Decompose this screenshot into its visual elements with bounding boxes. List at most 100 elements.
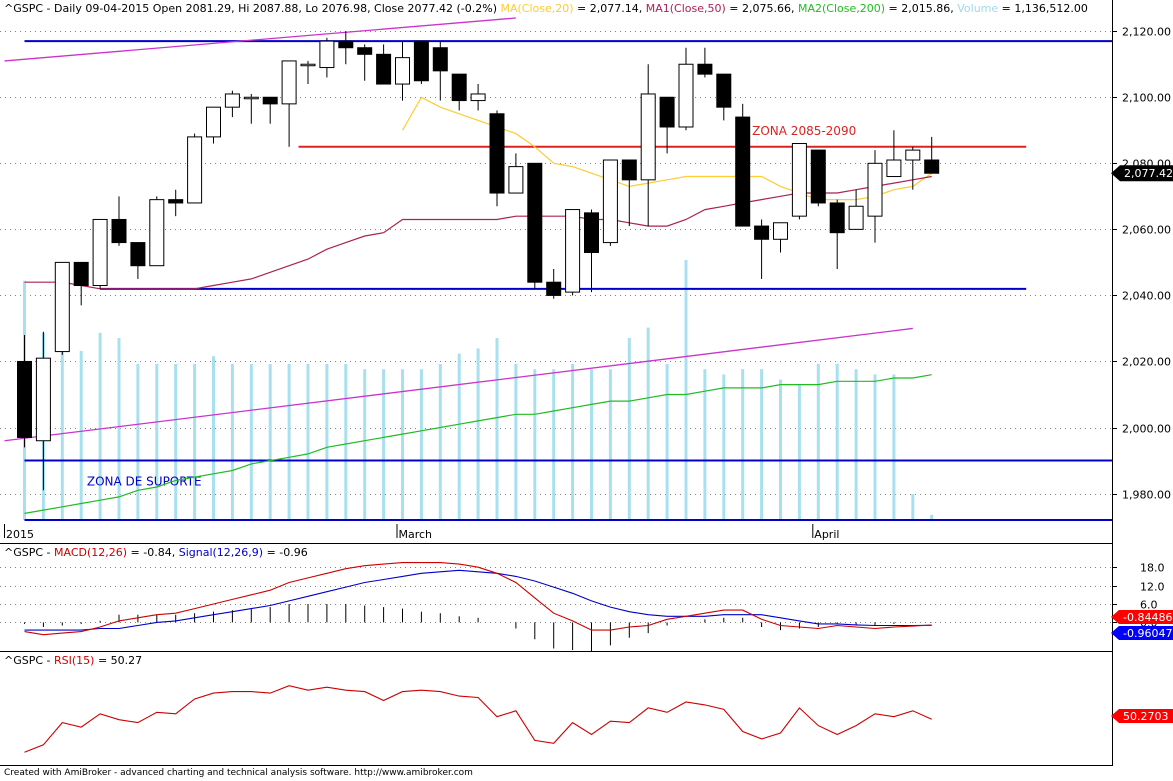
candle-body	[886, 159, 902, 178]
volume-bar	[438, 364, 442, 520]
candle-body	[395, 57, 410, 85]
candle-body	[262, 96, 278, 105]
volume-bar	[703, 369, 707, 520]
price-tick-label: 2,120.00	[1122, 26, 1171, 39]
candle-body	[149, 199, 165, 267]
rsi-header-prefix: ^GSPC -	[4, 654, 54, 667]
rsi-value-label: 50.2703	[1123, 710, 1169, 723]
candle-body	[867, 162, 883, 217]
candle-body	[413, 40, 429, 82]
macd-value-label: -0.84486	[1123, 611, 1172, 624]
ma20-value: = 2,077.14,	[573, 2, 646, 15]
candle-body	[376, 53, 392, 85]
candle-body	[678, 63, 694, 128]
candle-body	[754, 225, 770, 240]
macd-value: = -0.84,	[127, 546, 179, 559]
candle-body	[338, 40, 354, 49]
signal-value: = -0.96	[263, 546, 308, 559]
volume-bar	[797, 384, 801, 520]
volume-bar	[60, 332, 64, 520]
price-tick-label: 2,040.00	[1122, 290, 1171, 303]
candle-body	[168, 199, 184, 204]
rsi-value-tag	[1111, 709, 1173, 723]
zona-suporte-label: ZONA DE SUPORTE	[87, 475, 202, 489]
last-price-tag	[1111, 165, 1173, 182]
candle-body	[54, 261, 70, 353]
volume-bar	[344, 364, 348, 520]
volume-bar	[117, 338, 121, 520]
candle-body	[451, 73, 467, 102]
volume-bar	[760, 369, 764, 520]
signal-label: Signal(12,26,9)	[178, 546, 264, 559]
signal-value-tag	[1111, 626, 1173, 640]
volume-bar	[287, 364, 291, 520]
candle-body	[640, 93, 656, 181]
volume-bar	[495, 338, 499, 520]
channel-trendline	[4, 17, 516, 62]
volume-bar	[835, 364, 839, 520]
macd-tick-label: 12.0	[1140, 581, 1165, 594]
macd-value-tag	[1111, 610, 1173, 624]
volume-bar	[854, 369, 858, 520]
macd-header-prefix: ^GSPC -	[4, 546, 54, 559]
volume-bar	[665, 364, 669, 520]
candle-body	[659, 96, 675, 128]
volume-bar	[476, 348, 480, 520]
volume-bar	[193, 364, 197, 520]
volume-bar	[552, 369, 556, 520]
volume-bar	[627, 338, 631, 520]
volume-bar	[741, 369, 745, 520]
volume-label: Volume	[957, 2, 999, 15]
volume-bar	[401, 369, 404, 520]
rsi-label: RSI(15)	[54, 654, 95, 667]
candle-body	[546, 281, 562, 296]
candle-body	[130, 242, 146, 267]
price-header: ^GSPC - Daily 09-04-2015 Open 2081.29, H…	[4, 2, 1088, 15]
candle-body	[697, 63, 713, 75]
zona-resistencia-label: ZONA 2085-2090	[752, 124, 856, 138]
volume-bar	[590, 369, 593, 520]
candle-body	[243, 96, 259, 100]
volume-bar	[457, 353, 461, 520]
candle-body	[810, 149, 826, 204]
candle-body	[187, 136, 203, 204]
x-axis-label: 2015	[6, 528, 34, 541]
ma200-label: MA2(Close,200)	[798, 2, 886, 15]
ma50-value: = 2,075.66,	[725, 2, 798, 15]
volume-bar	[684, 260, 688, 520]
volume-bar	[325, 364, 329, 520]
price-tick-label: 1,980.00	[1122, 489, 1171, 502]
volume-bar	[230, 364, 234, 520]
volume-bar	[98, 332, 102, 520]
footer-credit: Created with AmiBroker - advanced charti…	[4, 768, 473, 778]
candle-body	[905, 149, 921, 161]
volume-bar	[873, 374, 877, 520]
macd-tick-label: 6.0	[1140, 599, 1158, 612]
price-tick-label: 2,100.00	[1122, 92, 1171, 105]
candle-body	[111, 218, 127, 244]
candle-body	[73, 261, 89, 287]
price-tick-label: 2,020.00	[1122, 356, 1171, 369]
volume-bar	[571, 364, 575, 520]
volume-bar	[268, 364, 272, 520]
volume-bar	[382, 369, 386, 520]
candle-body	[848, 205, 864, 230]
channel-trendline	[4, 327, 913, 442]
signal-line	[24, 569, 932, 631]
volume-bar	[816, 364, 820, 520]
candle-body	[735, 116, 751, 227]
ma200-value: = 2,015.86,	[885, 2, 958, 15]
ma20-label: MA(Close,20)	[500, 2, 574, 15]
candle-body	[584, 212, 599, 253]
candle-body	[35, 357, 51, 442]
volume-bar	[722, 374, 726, 520]
macd-tick-label: 18.0	[1140, 562, 1165, 575]
ma50-label: MA1(Close,50)	[645, 2, 726, 15]
volume-bar	[779, 379, 782, 520]
candle-body	[602, 159, 618, 244]
macd-label: MACD(12,26)	[54, 546, 128, 559]
candle-body	[773, 222, 788, 240]
volume-bar	[249, 364, 253, 520]
